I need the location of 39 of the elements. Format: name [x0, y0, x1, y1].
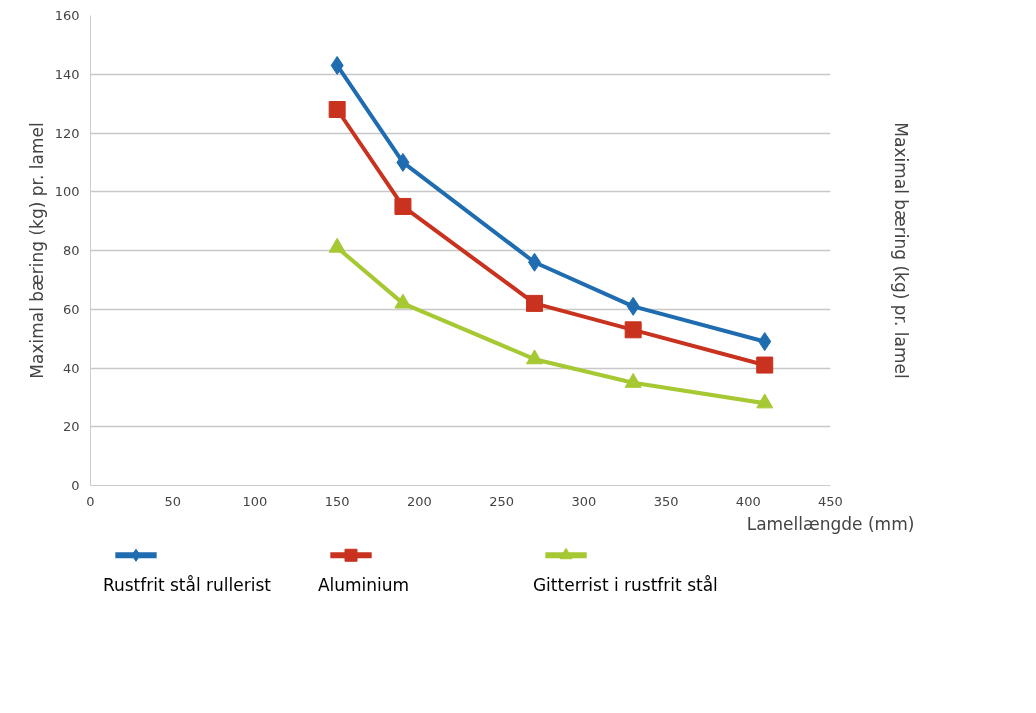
y-tick-label: 20	[62, 419, 80, 435]
y-tick-label: 120	[54, 125, 80, 141]
point	[396, 152, 410, 172]
point	[758, 332, 772, 352]
x-tick-label: 50	[164, 493, 181, 509]
x-axis-title: Lamellængde (mm)	[746, 513, 915, 534]
x-tick-label: 250	[489, 493, 515, 509]
point	[756, 356, 774, 374]
y-tick-label: 140	[54, 66, 80, 82]
text: Maximal bæring (kg) pr. lamel	[890, 122, 911, 379]
point	[526, 294, 543, 312]
x-tick-label: 150	[324, 493, 350, 509]
legend-label: Aluminium	[317, 575, 410, 596]
point	[394, 293, 412, 309]
x-tick-label: 350	[653, 493, 679, 509]
x-tick-label: 400	[735, 493, 761, 509]
point	[394, 197, 412, 215]
y-tick-label: 100	[54, 184, 80, 200]
legend-label: Gitterrist i rustfrit stål	[532, 575, 718, 596]
y-tick-label: 160	[54, 8, 80, 23]
point	[526, 349, 543, 365]
point	[328, 237, 346, 253]
x-tick-label: 100	[242, 493, 268, 509]
x-tick-label: 200	[406, 493, 432, 509]
point	[626, 296, 640, 316]
point	[756, 393, 774, 409]
x-tick-label: 450	[818, 493, 843, 509]
y-tick-label: 0	[71, 478, 80, 493]
point	[328, 101, 346, 118]
point	[624, 372, 642, 388]
y-axis-title: Maximal bæring (kg) pr. lamel	[26, 122, 47, 379]
point	[624, 321, 642, 339]
y-tick-label: 80	[62, 243, 80, 258]
x-tick-label: 300	[571, 493, 597, 509]
x-tick-label: 0	[86, 493, 95, 509]
y-tick-label: 60	[62, 301, 80, 317]
y-tick-label: 40	[62, 360, 80, 376]
legend-label: Rustfrit stål rullerist	[102, 575, 272, 596]
point	[330, 55, 344, 75]
